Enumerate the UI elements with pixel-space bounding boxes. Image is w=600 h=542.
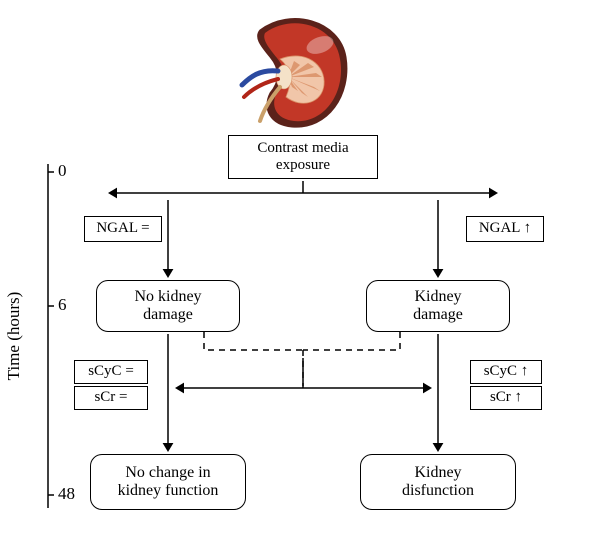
y-axis-label: Time (hours): [4, 276, 24, 396]
box-disfunction: Kidney disfunction: [360, 454, 516, 510]
box-exposure-label: Contrast media exposure: [257, 140, 348, 175]
box-scr-eq-label: sCr =: [94, 389, 127, 406]
tick-label: 48: [58, 484, 75, 504]
dashed-connectors: [204, 332, 303, 350]
box-scyc-up-label: sCyC ↑: [484, 363, 529, 380]
box-no-change-label: No change in kidney function: [118, 464, 219, 501]
tick-label: 6: [58, 295, 67, 315]
box-damage: Kidney damage: [366, 280, 510, 332]
box-ngal-eq-label: NGAL =: [96, 220, 149, 237]
box-scr-up-label: sCr ↑: [490, 389, 522, 406]
box-scyc-up: sCyC ↑: [470, 360, 542, 384]
box-ngal-eq: NGAL =: [84, 216, 162, 242]
box-disfunction-label: Kidney disfunction: [402, 464, 474, 501]
box-scyc-eq-label: sCyC =: [88, 363, 134, 380]
dashed-connectors: [303, 332, 400, 350]
box-no-change: No change in kidney function: [90, 454, 246, 510]
box-ngal-up-label: NGAL ↑: [479, 220, 531, 237]
box-exposure: Contrast media exposure: [228, 135, 378, 179]
diagram-stage: { "canvas": { "width": 600, "height": 54…: [0, 0, 600, 542]
box-no-damage: No kidney damage: [96, 280, 240, 332]
box-ngal-up: NGAL ↑: [466, 216, 544, 242]
box-scr-eq: sCr =: [74, 386, 148, 410]
box-damage-label: Kidney damage: [413, 288, 463, 325]
box-scr-up: sCr ↑: [470, 386, 542, 410]
kidney-icon: [242, 19, 347, 128]
box-scyc-eq: sCyC =: [74, 360, 148, 384]
box-no-damage-label: No kidney damage: [134, 288, 201, 325]
tick-label: 0: [58, 161, 67, 181]
